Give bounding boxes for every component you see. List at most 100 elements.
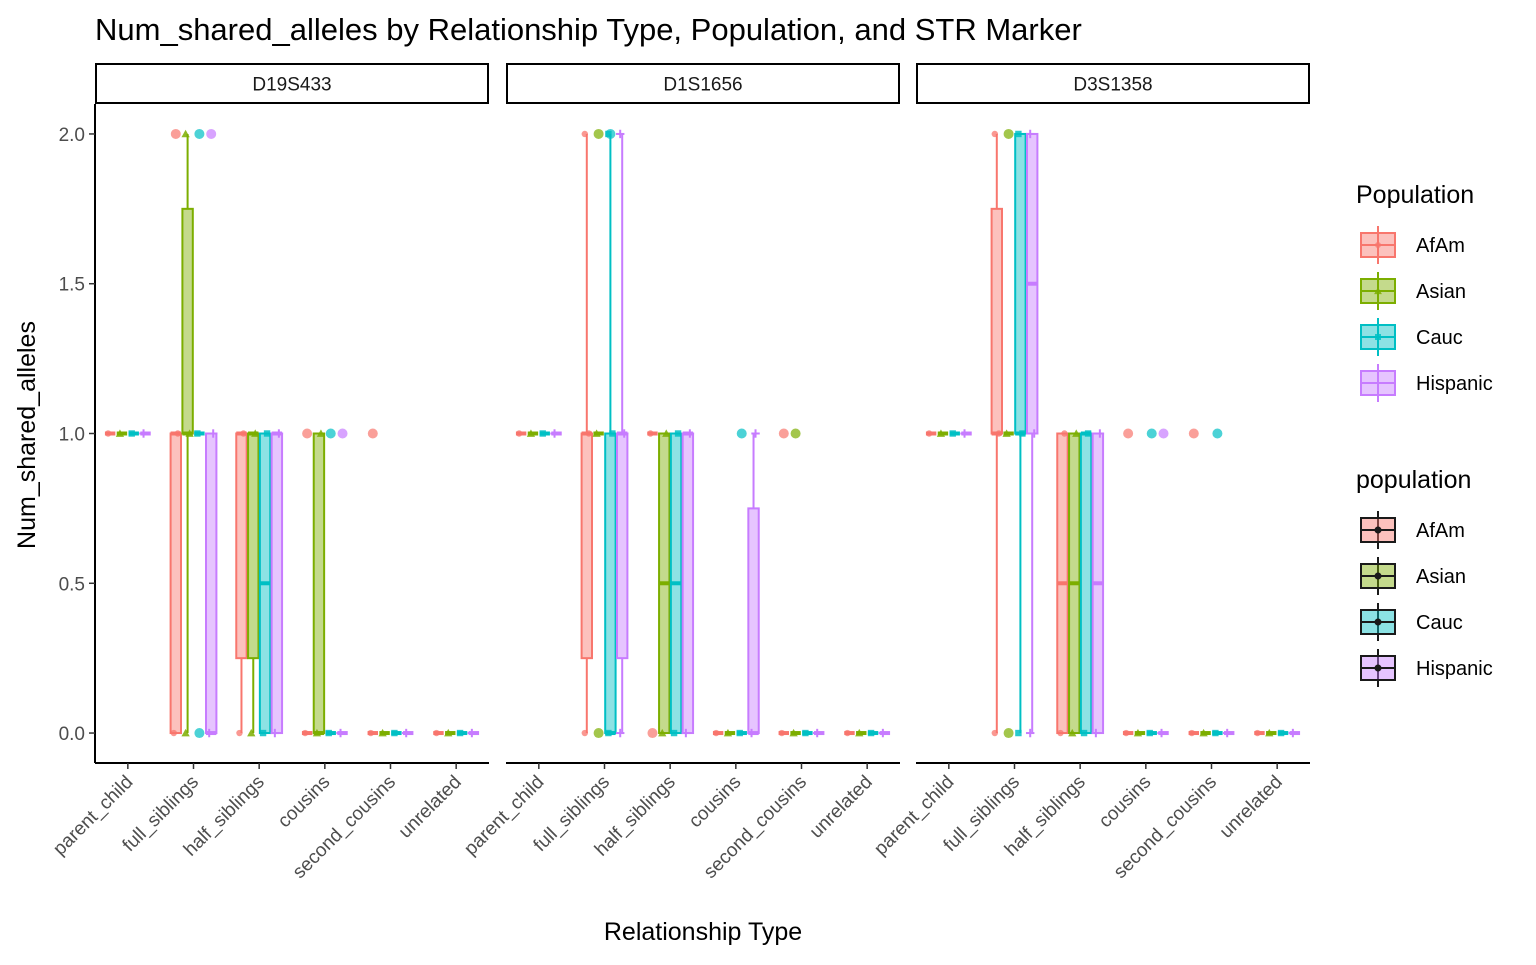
data-point xyxy=(115,429,125,437)
box-iqr xyxy=(270,432,284,735)
box-AfAm xyxy=(712,729,724,737)
data-point xyxy=(802,729,809,737)
box-AfAm xyxy=(104,430,116,437)
box-iqr xyxy=(604,432,617,735)
data-point xyxy=(185,429,194,437)
data-point xyxy=(247,728,256,737)
outlier-point xyxy=(194,728,205,739)
box-Cauc xyxy=(1146,428,1157,737)
data-point xyxy=(139,429,148,438)
data-point xyxy=(312,728,322,737)
box-Asian xyxy=(1265,728,1277,737)
strip-box xyxy=(916,63,1310,104)
x-tick-label: cousins xyxy=(685,772,745,832)
legend-0: Population AfAm Asian Cauc Hispanic xyxy=(1356,181,1493,402)
legend-label: AfAm xyxy=(1416,235,1465,257)
legend-point xyxy=(1374,664,1382,672)
box-Asian xyxy=(312,429,326,737)
data-point xyxy=(605,729,612,737)
box-iqr xyxy=(205,432,218,735)
box-Cauc xyxy=(1212,428,1223,737)
data-point xyxy=(867,729,875,737)
data-point xyxy=(751,429,760,438)
box-Cauc xyxy=(325,428,336,737)
data-point xyxy=(789,728,798,737)
data-point xyxy=(1199,728,1208,737)
legend-label: Asian xyxy=(1416,566,1466,588)
box-AfAm xyxy=(778,428,789,737)
box-Asian xyxy=(1002,128,1014,739)
data-point xyxy=(259,729,267,737)
box-iqr xyxy=(312,432,326,735)
legend-key-Cauc: Cauc xyxy=(1360,603,1463,641)
data-point xyxy=(1030,429,1039,438)
data-point xyxy=(1072,429,1081,437)
box-iqr xyxy=(580,432,593,660)
box-iqr xyxy=(747,507,760,735)
box-Cauc xyxy=(1014,130,1027,737)
data-point xyxy=(550,429,559,438)
box-Asian xyxy=(658,429,671,737)
outlier-point xyxy=(778,428,789,439)
outlier-point xyxy=(325,428,336,439)
data-point xyxy=(526,429,536,437)
x-tick-label: cousins xyxy=(274,772,334,832)
outlier-point xyxy=(1188,428,1199,439)
data-point xyxy=(433,729,440,737)
data-point xyxy=(236,729,243,737)
legend-key-Cauc: Cauc xyxy=(1360,318,1463,356)
data-point xyxy=(813,728,822,738)
outlier-point xyxy=(605,128,616,139)
legend-label: AfAm xyxy=(1416,520,1465,542)
box-Hispanic xyxy=(139,429,151,438)
legend-point xyxy=(1374,287,1382,295)
outlier-point xyxy=(1003,128,1014,139)
data-point xyxy=(1146,729,1153,737)
legend-point xyxy=(1374,572,1382,580)
legend-point xyxy=(1374,526,1382,534)
data-point xyxy=(1026,129,1035,139)
chart-title: Num_shared_alleles by Relationship Type,… xyxy=(95,12,1082,47)
data-point xyxy=(723,728,733,737)
data-point xyxy=(616,129,625,139)
outlier-point xyxy=(170,128,181,139)
data-point xyxy=(1223,728,1232,738)
data-point xyxy=(585,430,592,437)
data-point xyxy=(844,729,851,737)
data-point xyxy=(194,430,201,437)
data-point xyxy=(1057,729,1064,737)
data-point xyxy=(1254,729,1261,737)
data-point xyxy=(674,430,682,437)
box-iqr xyxy=(616,432,629,660)
data-point xyxy=(467,728,477,738)
box-AfAm xyxy=(844,729,855,737)
strip-box xyxy=(506,63,900,104)
box-iqr xyxy=(1014,132,1027,435)
data-point xyxy=(1122,729,1130,737)
data-point xyxy=(1091,728,1101,738)
outlier-point xyxy=(206,128,217,139)
data-point xyxy=(174,430,181,437)
box-iqr xyxy=(990,207,1003,435)
legend-title: population xyxy=(1356,466,1471,494)
box-AfAm xyxy=(301,428,313,737)
box-Asian xyxy=(1133,728,1146,737)
outlier-point xyxy=(1123,428,1134,439)
box-iqr xyxy=(247,432,260,660)
data-point xyxy=(1212,729,1219,737)
box-Asian xyxy=(181,129,194,737)
strip-label: D1S1656 xyxy=(663,75,742,96)
strip-label: D3S1358 xyxy=(1073,75,1152,96)
data-point xyxy=(936,429,946,437)
box-iqr xyxy=(181,207,194,435)
data-point xyxy=(209,429,218,438)
data-point xyxy=(647,430,654,437)
box-AfAm xyxy=(1122,428,1134,737)
outlier-point xyxy=(1003,728,1014,739)
y-tick-label: 1.0 xyxy=(59,425,85,446)
box-Asian xyxy=(444,728,456,737)
box-Asian xyxy=(1199,728,1211,737)
data-point xyxy=(747,728,756,738)
x-axis-label: Relationship Type xyxy=(604,918,802,946)
data-point xyxy=(685,429,695,438)
